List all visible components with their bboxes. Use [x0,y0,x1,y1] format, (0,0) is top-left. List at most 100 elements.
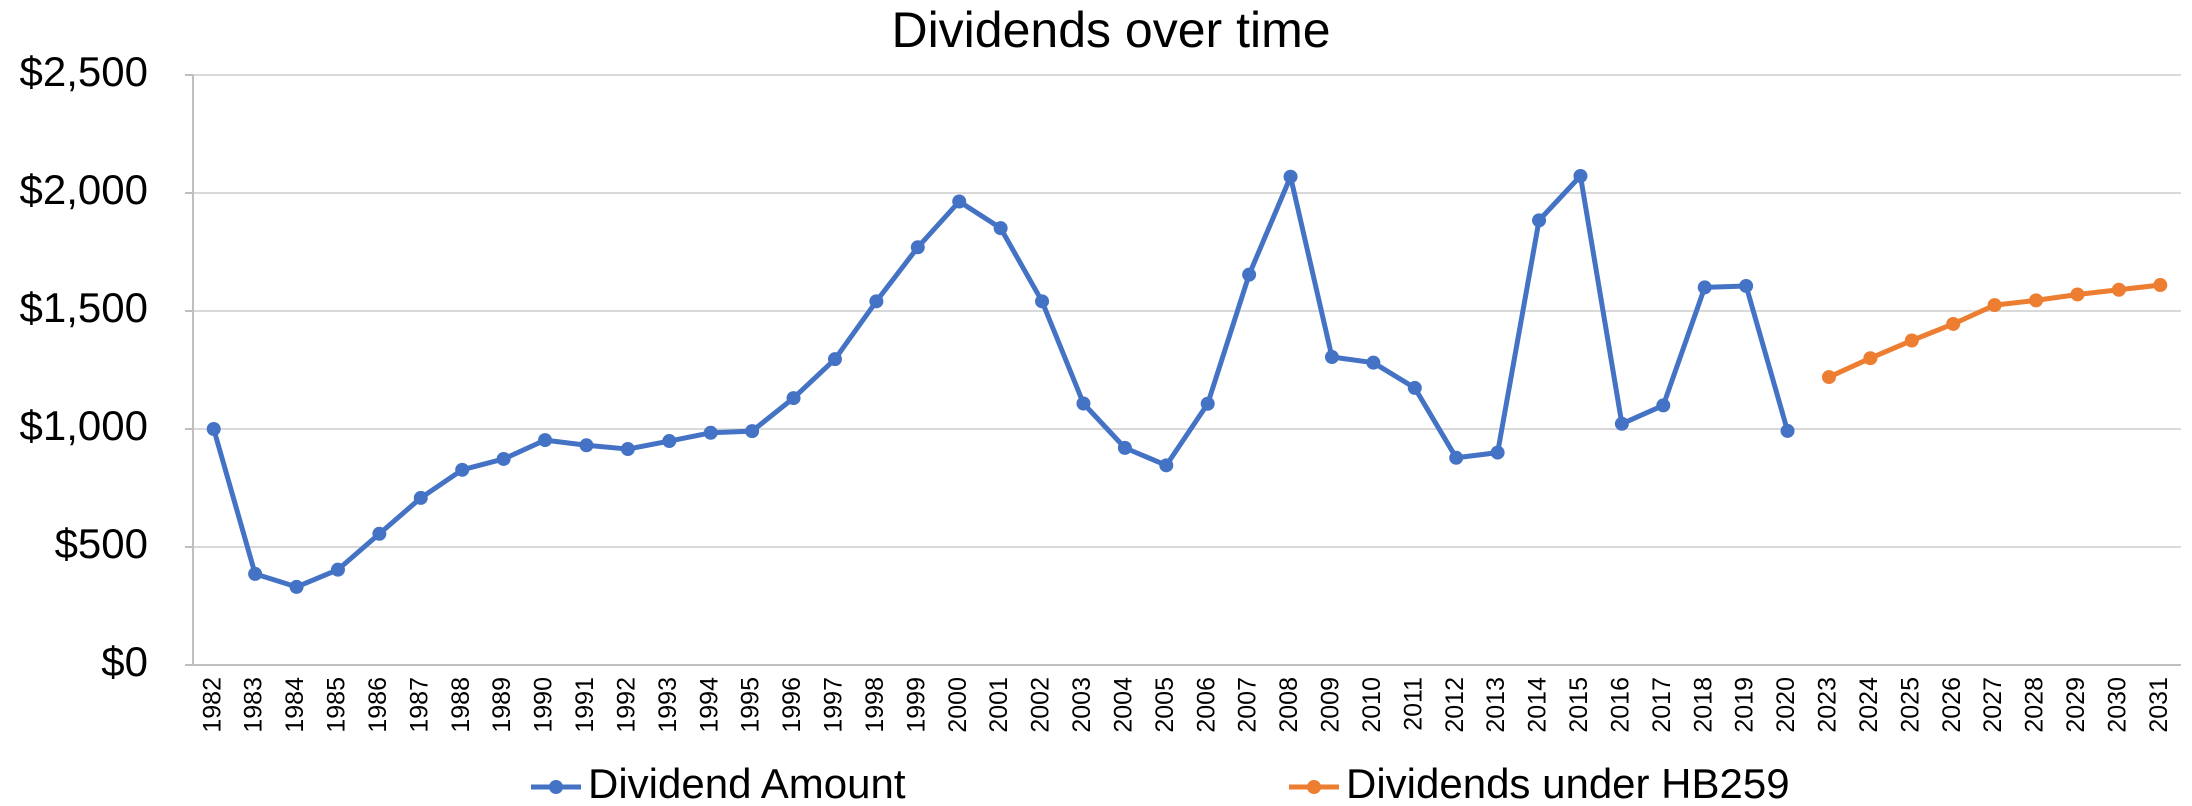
x-tick-label: 1991 [571,677,599,733]
x-tick-label: 1985 [323,677,351,733]
legend-marker [549,780,563,794]
x-tick-label: 2016 [1606,677,1634,733]
x-tick-label: 2014 [1524,677,1552,733]
marker [1242,267,1257,282]
marker [1366,355,1381,370]
marker [330,562,345,577]
x-tick-label: 2030 [2103,677,2131,733]
marker [1490,445,1505,460]
legend-label: Dividend Amount [588,760,906,806]
marker [1532,213,1547,228]
marker [248,566,263,581]
x-tick-label: 2018 [1689,677,1717,733]
marker [1117,440,1132,455]
x-tick-label: 2012 [1441,677,1469,733]
x-tick-label: 2002 [1027,677,1055,733]
marker [1904,333,1919,348]
x-tick-label: 1989 [488,677,516,733]
marker [579,438,594,453]
x-tick-label: 2007 [1234,677,1262,733]
x-tick-label: 2019 [1731,677,1759,733]
x-tick-label: 1996 [778,677,806,733]
x-tick-label: 1987 [405,677,433,733]
marker [1324,350,1339,365]
marker [1697,280,1712,295]
x-tick-label: 2023 [1814,677,1842,733]
x-tick-label: 2004 [1109,677,1137,733]
y-tick-label: $1,000 [20,402,148,449]
marker [786,391,801,406]
x-tick-label: 2005 [1151,677,1179,733]
y-tick-label: $1,500 [20,284,148,331]
marker [1076,396,1091,411]
x-tick-label: 2006 [1192,677,1220,733]
x-tick-label: 2011 [1399,677,1427,731]
marker [2153,278,2168,293]
marker [413,490,428,505]
marker [1863,351,1878,366]
x-tick-label: 2029 [2062,677,2090,733]
marker [206,422,221,436]
marker [2111,282,2126,297]
x-tick-label: 1994 [695,677,723,733]
legend-marker [1307,780,1321,794]
x-tick-label: 1983 [240,677,268,733]
x-tick-label: 1988 [447,677,475,733]
chart-title: Dividends over time [891,2,1330,58]
legend-label: Dividends under HB259 [1346,760,1790,806]
marker [496,451,511,466]
x-tick-label: 1995 [737,677,765,733]
x-tick-label: 2009 [1317,677,1345,733]
marker [703,425,718,440]
marker [2070,287,2085,302]
x-tick-label: 2008 [1275,677,1303,733]
marker [662,434,677,449]
x-tick-label: 2028 [2021,677,2049,733]
x-tick-label: 1984 [281,677,309,733]
marker [1159,458,1174,473]
marker [538,433,553,448]
marker [1283,169,1298,184]
marker [869,294,884,309]
x-tick-label: 2015 [1565,677,1593,733]
marker [455,462,470,477]
y-tick-label: $2,500 [20,48,148,95]
marker [1987,298,2002,313]
marker [952,194,967,209]
marker [289,579,304,594]
marker [1573,169,1588,184]
y-tick-label: $2,000 [20,166,148,213]
marker [910,240,925,255]
x-tick-label: 1990 [530,677,558,733]
marker [1449,450,1464,465]
y-tick-label: $500 [55,520,148,567]
marker [745,424,760,439]
marker [993,221,1008,236]
x-tick-label: 2010 [1358,677,1386,733]
marker [827,352,842,367]
marker [620,442,635,457]
x-tick-label: 2001 [985,677,1013,733]
x-tick-label: 1992 [612,677,640,733]
x-tick-label: 1986 [364,677,392,733]
marker [1739,278,1754,293]
x-tick-label: 2000 [944,677,972,733]
x-tick-label: 2020 [1772,677,1800,733]
x-tick-label: 2003 [1068,677,1096,733]
marker [1614,416,1629,431]
x-tick-label: 1993 [654,677,682,733]
x-tick-label: 1997 [820,677,848,733]
x-tick-label: 1998 [861,677,889,733]
marker [1200,396,1215,411]
x-tick-label: 2025 [1896,677,1924,733]
line [211,173,1790,590]
marker [1656,398,1671,413]
x-tick-label: 1999 [902,677,930,733]
x-tick-label: 2017 [1648,677,1676,733]
x-tick-label: 2027 [1979,677,2007,733]
marker [1821,370,1836,385]
x-tick-label: 2013 [1482,677,1510,733]
marker [1407,380,1422,395]
x-tick-label: 2026 [1938,677,1966,733]
